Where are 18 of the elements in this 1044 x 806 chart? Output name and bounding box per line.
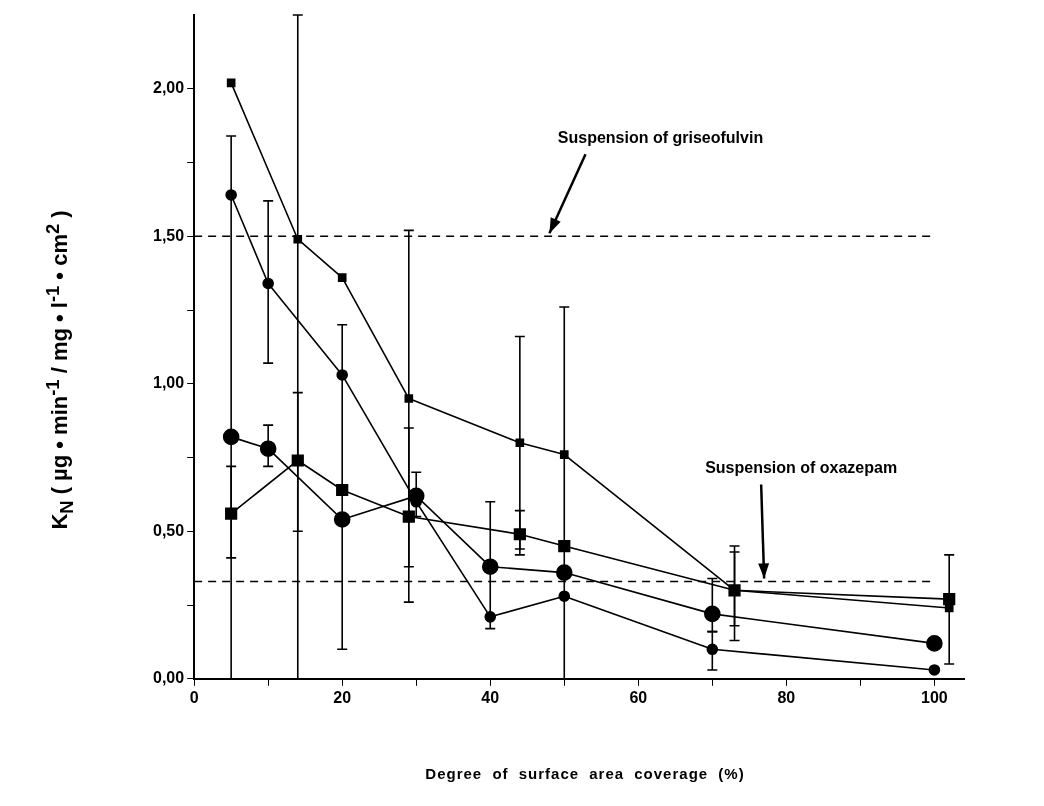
x-tick-label: 40: [481, 688, 500, 706]
x-tick-label: 20: [333, 688, 352, 706]
x-tick-label: 60: [629, 688, 648, 706]
point: [926, 635, 943, 652]
x-tick-label: 100: [921, 688, 948, 706]
y-tick-label: 0,00: [153, 669, 185, 687]
x-tick-label: 0: [189, 688, 199, 706]
y-tick-label: 1,00: [153, 374, 185, 392]
y-tick-label: 1,50: [153, 226, 185, 244]
point: [704, 605, 721, 623]
point: [928, 664, 941, 676]
x-axis-title: Degree of surface area coverage (%): [425, 765, 745, 782]
y-tick-label: 0,50: [153, 521, 185, 539]
x-tick-label: 80: [777, 688, 796, 706]
ref-line-label: Suspension of oxazepam: [705, 458, 898, 476]
ref-line-label: Suspension of griseofulvin: [557, 128, 764, 146]
y-tick-label: 2,00: [153, 79, 185, 97]
point: [337, 273, 347, 282]
